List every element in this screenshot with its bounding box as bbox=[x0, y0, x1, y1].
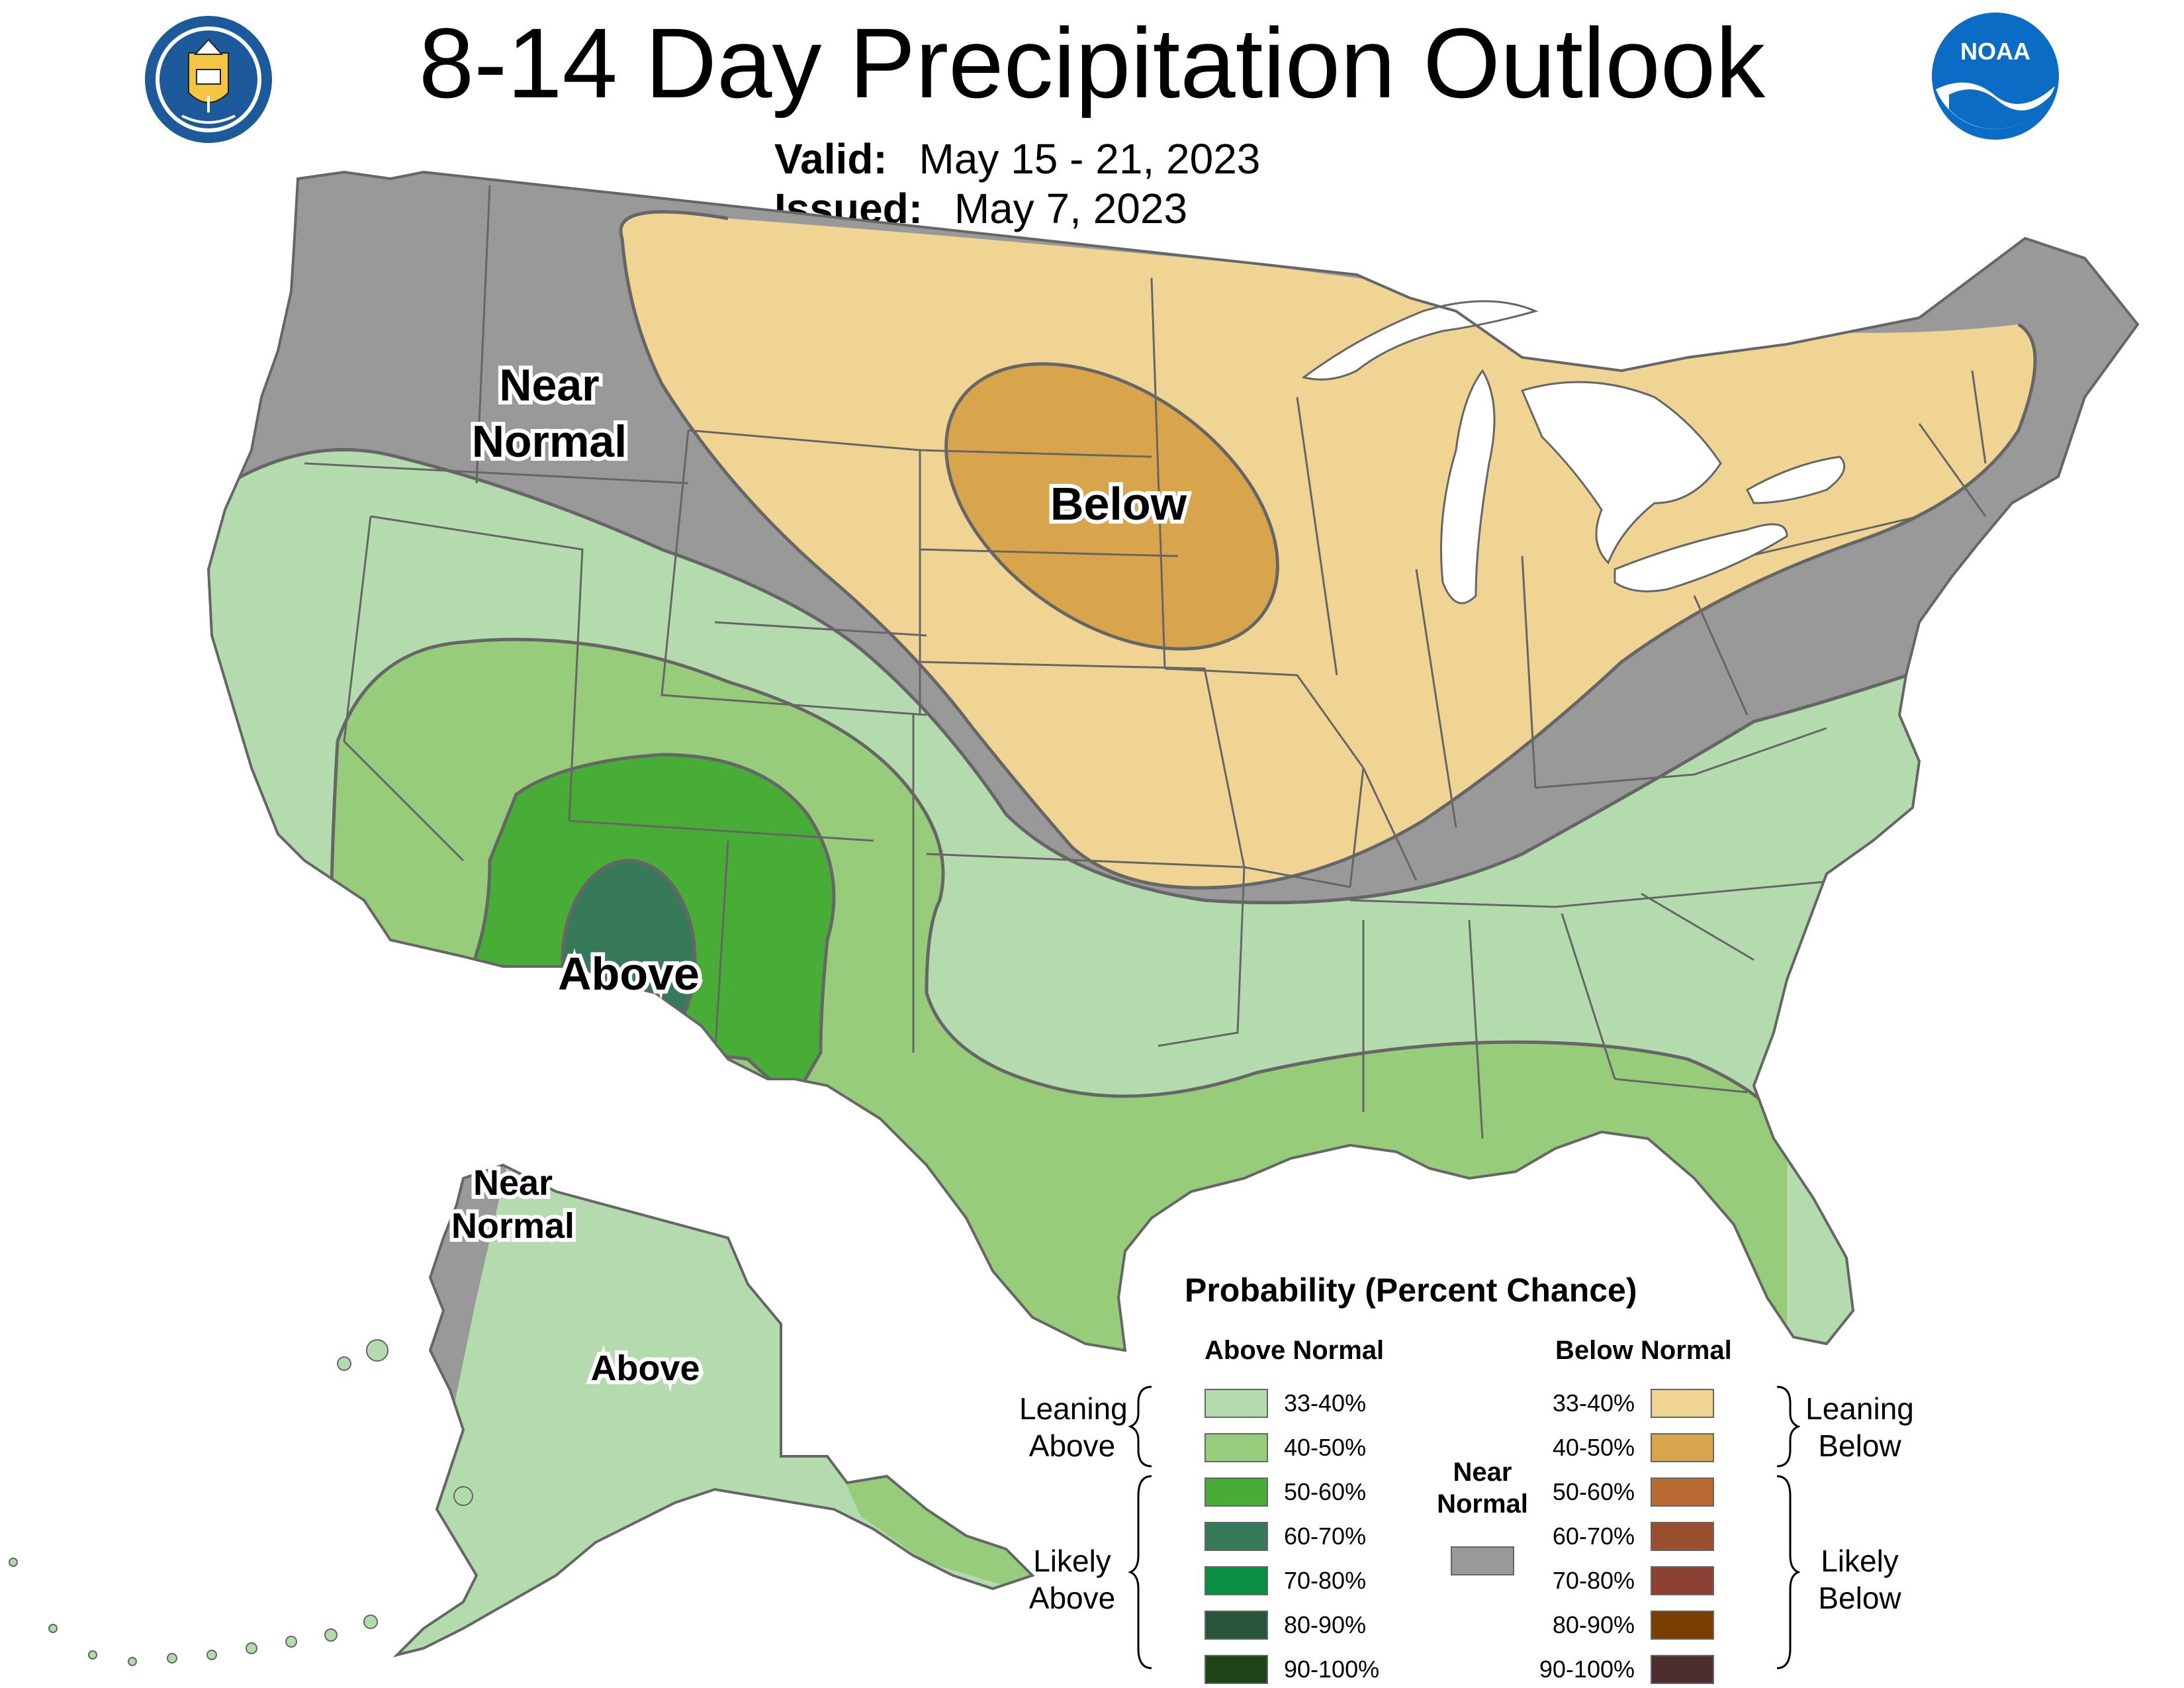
leaning-above-line2: Above bbox=[1028, 1429, 1116, 1463]
commerce-seal-icon bbox=[145, 16, 272, 143]
legend-above-item: 40-50% bbox=[1205, 1431, 1366, 1464]
legend-above-item: 50-60% bbox=[1205, 1476, 1366, 1509]
legend-swatch bbox=[1651, 1477, 1714, 1507]
likely-above-line2: Above bbox=[1028, 1581, 1116, 1615]
likely-below-label: Likely Below bbox=[1800, 1542, 1919, 1617]
issued-date: May 7, 2023 bbox=[954, 185, 1188, 232]
leaning-below-region bbox=[621, 212, 2035, 888]
valid-dates: May 15 - 21, 2023 bbox=[919, 135, 1261, 183]
legend-range: 33-40% bbox=[1552, 1389, 1635, 1417]
legend-below-item: 60-70% bbox=[1535, 1520, 1714, 1553]
legend-above-item: 33-40% bbox=[1205, 1387, 1366, 1420]
valid-line: Valid: May 15 - 21, 2023 bbox=[774, 132, 1260, 185]
legend-heading: Probability (Percent Chance) bbox=[1185, 1272, 1637, 1309]
legend-range: 80-90% bbox=[1552, 1611, 1635, 1638]
valid-label: Valid: bbox=[774, 135, 887, 183]
legend-range: 70-80% bbox=[1552, 1567, 1635, 1594]
legend-below-item: 80-90% bbox=[1535, 1609, 1714, 1642]
legend-above-item: 60-70% bbox=[1205, 1520, 1366, 1553]
legend-below-item: 33-40% bbox=[1535, 1387, 1714, 1420]
legend-swatch bbox=[1651, 1655, 1714, 1684]
label-near-normal-line1: Near bbox=[499, 360, 599, 410]
label-near-normal-line2: Normal bbox=[472, 416, 627, 467]
legend-range: 50-60% bbox=[1552, 1478, 1635, 1505]
legend-range: 60-70% bbox=[1284, 1523, 1367, 1550]
contour-above-40 bbox=[336, 637, 1788, 1127]
legend-swatch bbox=[1205, 1522, 1268, 1551]
aleutian-islands bbox=[9, 1339, 473, 1666]
legend-range: 33-40% bbox=[1284, 1389, 1367, 1417]
legend-range: 50-60% bbox=[1284, 1478, 1367, 1505]
contour-near-below bbox=[619, 210, 2037, 890]
brace-above-icon bbox=[1128, 1385, 1152, 1669]
legend-above-header: Above Normal bbox=[1205, 1336, 1385, 1365]
noaa-logo-icon: NOAA bbox=[1932, 13, 2059, 140]
leaning-above-label: Leaning Above bbox=[1019, 1390, 1128, 1464]
legend-below-header: Below Normal bbox=[1555, 1336, 1732, 1365]
legend-above-item: 80-90% bbox=[1205, 1609, 1366, 1642]
brace-below-icon bbox=[1776, 1385, 1800, 1669]
legend-swatch bbox=[1651, 1433, 1714, 1462]
legend-swatch bbox=[1651, 1566, 1714, 1595]
legend-range: 90-100% bbox=[1284, 1656, 1380, 1683]
state-boundaries bbox=[304, 185, 1987, 1139]
legend-above-item: 90-100% bbox=[1205, 1653, 1379, 1686]
likely-above-label: Likely Above bbox=[1019, 1542, 1125, 1617]
legend-swatch bbox=[1651, 1389, 1714, 1418]
near-normal-legend: Near Normal bbox=[1416, 1456, 1549, 1575]
near-normal-line2: Normal bbox=[1437, 1489, 1528, 1519]
contour-near-above bbox=[208, 447, 1986, 905]
great-lakes bbox=[1301, 300, 1846, 604]
leaning-below-label: Leaning Below bbox=[1800, 1390, 1919, 1464]
alaska-label-near-line2: Normal bbox=[451, 1206, 574, 1246]
legend-below-item: 40-50% bbox=[1535, 1431, 1714, 1464]
legend-below-item: 70-80% bbox=[1535, 1564, 1714, 1597]
alaska-label-near-line1: Near bbox=[473, 1163, 553, 1203]
near-normal-line1: Near bbox=[1453, 1458, 1512, 1487]
near-normal-swatch bbox=[1451, 1546, 1514, 1575]
legend-swatch bbox=[1205, 1433, 1268, 1462]
legend-below-item: 50-60% bbox=[1535, 1476, 1714, 1509]
legend-below-item: 90-100% bbox=[1535, 1653, 1714, 1686]
legend-swatch bbox=[1205, 1477, 1268, 1507]
legend-swatch bbox=[1205, 1611, 1268, 1640]
legend-range: 80-90% bbox=[1284, 1611, 1367, 1638]
legend-above-item: 70-80% bbox=[1205, 1564, 1366, 1597]
leaning-above-line1: Leaning bbox=[1019, 1391, 1128, 1426]
legend-swatch bbox=[1205, 1566, 1268, 1595]
map-title: 8-14 Day Precipitation Outlook bbox=[418, 7, 1766, 118]
noaa-logo-text: NOAA bbox=[1960, 38, 2030, 65]
alaska-label-above: Above bbox=[590, 1348, 700, 1388]
legend-range: 40-50% bbox=[1552, 1434, 1635, 1461]
below-40-50-region bbox=[944, 362, 1279, 651]
probability-legend: Probability (Percent Chance) Above Norma… bbox=[1006, 1258, 1959, 1684]
legend-range: 90-100% bbox=[1539, 1656, 1635, 1683]
legend-swatch bbox=[1651, 1611, 1714, 1640]
leaning-below-line2: Below bbox=[1818, 1429, 1901, 1463]
legend-range: 70-80% bbox=[1284, 1567, 1367, 1594]
likely-below-line1: Likely bbox=[1821, 1544, 1899, 1578]
legend-range: 60-70% bbox=[1552, 1523, 1635, 1550]
likely-below-line2: Below bbox=[1818, 1581, 1901, 1615]
legend-swatch bbox=[1651, 1522, 1714, 1551]
legend-range: 40-50% bbox=[1284, 1434, 1367, 1461]
label-above: Above bbox=[558, 948, 700, 1000]
likely-above-line1: Likely bbox=[1033, 1544, 1111, 1578]
leaning-below-line1: Leaning bbox=[1805, 1391, 1914, 1426]
legend-swatch bbox=[1205, 1655, 1268, 1684]
legend-swatch bbox=[1205, 1389, 1268, 1418]
label-below: Below bbox=[1050, 478, 1187, 530]
